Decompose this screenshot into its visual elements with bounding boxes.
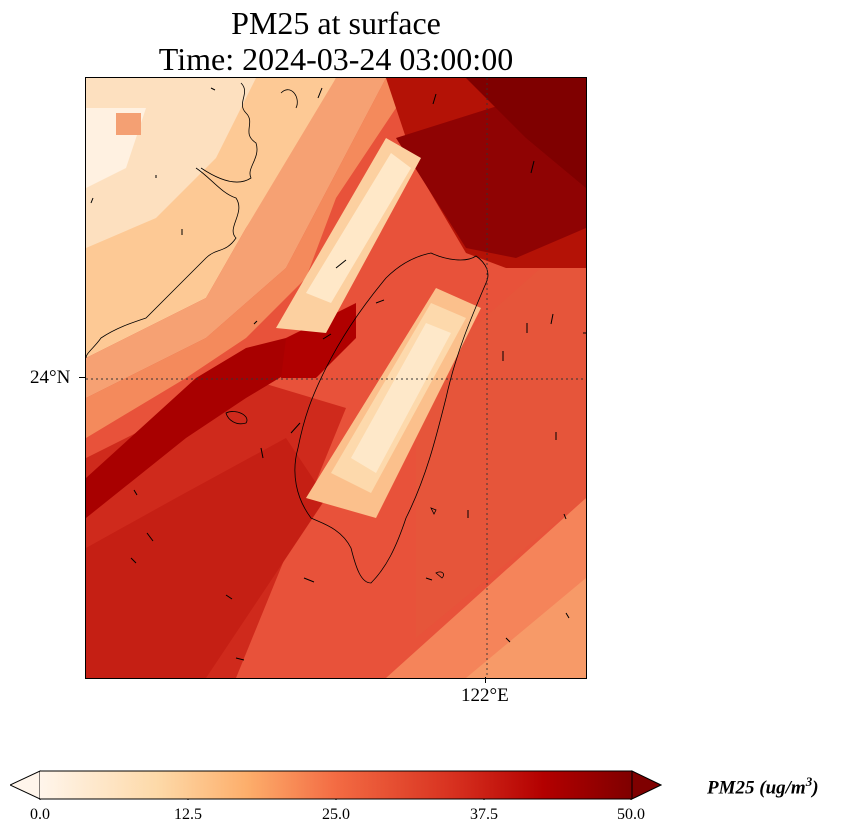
concentration-bands	[86, 78, 586, 678]
map-title-line1: PM25 at surface	[231, 5, 441, 41]
colorbar-label-superscript: 3	[805, 774, 813, 789]
colorbar-label-end: )	[812, 777, 819, 799]
colorbar	[10, 770, 662, 800]
coastlines	[86, 82, 489, 584]
mainland-coastline	[86, 82, 258, 359]
colorbar-min-extend	[10, 770, 41, 800]
map-title-line2: Time: 2024-03-24 03:00:00	[158, 41, 514, 77]
colorbar-tick-1: 12.5	[174, 806, 202, 823]
map-panel	[85, 77, 587, 679]
colorbar-tick-2: 25.0	[322, 806, 350, 823]
colorbar-tick-3: 37.5	[470, 806, 498, 823]
wind-vectors	[90, 87, 586, 661]
lon-tick-label: 122°E	[461, 685, 509, 706]
colorbar-label-main: PM25 (ug/m	[707, 777, 806, 799]
lat-tick-mark	[79, 377, 85, 378]
colorbar-label: PM25 (ug/m3)	[707, 774, 819, 799]
lon-tick-mark	[485, 677, 486, 683]
colorbar-gradient	[40, 771, 632, 799]
pm25-field-map	[86, 78, 586, 678]
lat-tick-label: 24°N	[30, 367, 71, 388]
colorbar-max-extend	[631, 770, 662, 800]
taiwan-coastline	[294, 252, 489, 584]
graticule	[86, 78, 586, 678]
colorbar-tick-0: 0.0	[30, 806, 50, 823]
colorbar-tick-4: 50.0	[617, 806, 645, 823]
